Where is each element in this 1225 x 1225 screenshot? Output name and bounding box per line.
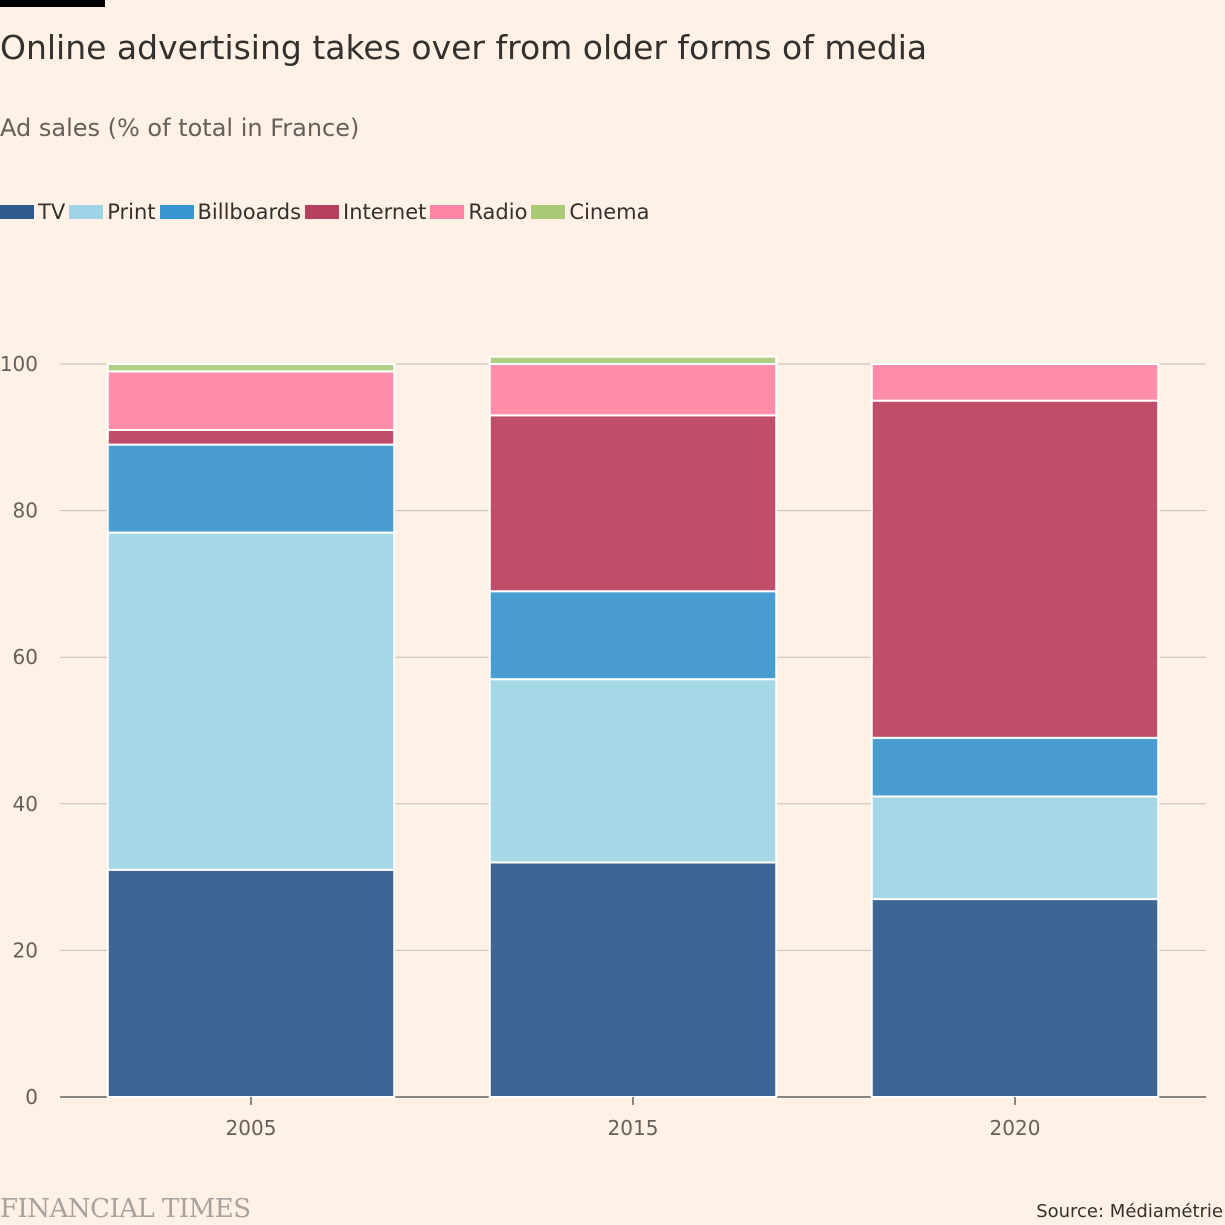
legend-label: Print bbox=[107, 200, 156, 224]
y-tick-label: 60 bbox=[13, 645, 38, 669]
y-tick-label: 100 bbox=[0, 352, 38, 376]
y-tick-label: 0 bbox=[25, 1085, 38, 1109]
legend-item-print: Print bbox=[69, 200, 156, 224]
bar-segment-cinema-2015 bbox=[488, 355, 778, 366]
source-note: Source: Médiamétrie bbox=[1036, 1201, 1223, 1222]
bar-segment-print-2005 bbox=[106, 531, 396, 871]
bar-segment-internet-2015 bbox=[488, 414, 778, 593]
y-tick-label: 20 bbox=[13, 938, 38, 962]
bar-segment-radio-2015 bbox=[488, 363, 778, 417]
y-tick-label: 40 bbox=[13, 792, 38, 816]
legend-swatch bbox=[0, 205, 34, 219]
legend-label: Internet bbox=[343, 200, 427, 224]
legend-item-internet: Internet bbox=[305, 200, 426, 224]
y-tick-label: 80 bbox=[13, 499, 38, 523]
bar-segment-print-2015 bbox=[488, 678, 778, 864]
legend-item-radio: Radio bbox=[430, 200, 527, 224]
legend-label: Billboards bbox=[197, 200, 302, 224]
bar-segment-tv-2005 bbox=[106, 868, 396, 1099]
bar-segment-internet-2005 bbox=[106, 428, 396, 446]
x-tick-label: 2005 bbox=[226, 1116, 277, 1140]
x-tick-label: 2015 bbox=[608, 1116, 659, 1140]
legend-item-billboards: Billboards bbox=[159, 200, 302, 224]
legend-swatch bbox=[430, 205, 465, 219]
bar-segment-billboards-2020 bbox=[870, 736, 1160, 798]
legend-swatch bbox=[159, 205, 194, 219]
chart-title: Online advertising takes over from older… bbox=[0, 28, 928, 67]
legend-item-tv: TV bbox=[0, 200, 65, 224]
ft-logo: FINANCIAL TIMES bbox=[0, 1194, 251, 1224]
bar-segment-radio-2020 bbox=[870, 363, 1160, 402]
legend-swatch bbox=[69, 205, 104, 219]
bar-segment-tv-2020 bbox=[870, 898, 1160, 1099]
x-tick-label: 2020 bbox=[990, 1116, 1041, 1140]
top-rule bbox=[0, 0, 105, 7]
legend-swatch bbox=[305, 205, 340, 219]
bar-segment-internet-2020 bbox=[870, 399, 1160, 739]
legend-label: TV bbox=[38, 200, 66, 224]
legend-item-cinema: Cinema bbox=[531, 200, 649, 224]
chart-subtitle: Ad sales (% of total in France) bbox=[0, 114, 360, 142]
bar-segment-print-2020 bbox=[870, 795, 1160, 901]
bar-segment-radio-2005 bbox=[106, 370, 396, 431]
legend-label: Cinema bbox=[569, 200, 650, 224]
legend-label: Radio bbox=[468, 200, 528, 224]
bar-segment-billboards-2005 bbox=[106, 443, 396, 534]
bar-segment-billboards-2015 bbox=[488, 590, 778, 681]
legend: TV Print Billboards Internet Radio Cinema bbox=[0, 200, 653, 224]
bar-segment-cinema-2005 bbox=[106, 363, 396, 373]
legend-swatch bbox=[531, 205, 566, 219]
bar-segment-tv-2015 bbox=[488, 861, 778, 1098]
